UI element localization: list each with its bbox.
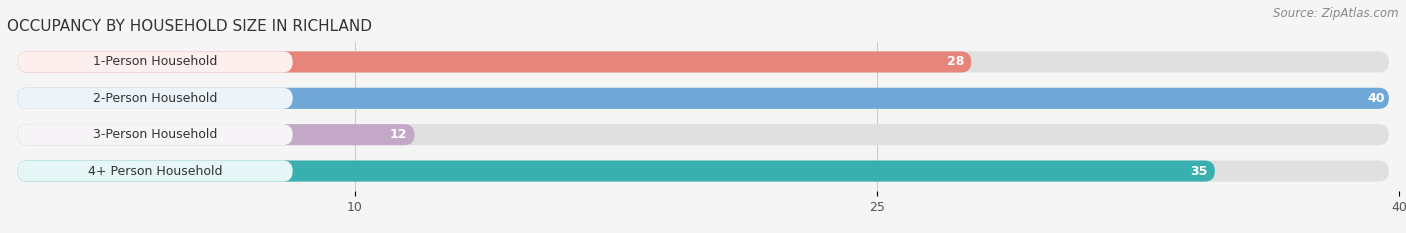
FancyBboxPatch shape <box>17 124 1389 145</box>
Text: 28: 28 <box>946 55 965 69</box>
Text: 12: 12 <box>389 128 408 141</box>
FancyBboxPatch shape <box>17 88 1389 109</box>
Text: 1-Person Household: 1-Person Household <box>93 55 217 69</box>
Text: 2-Person Household: 2-Person Household <box>93 92 217 105</box>
FancyBboxPatch shape <box>17 51 292 72</box>
FancyBboxPatch shape <box>17 51 972 72</box>
FancyBboxPatch shape <box>17 51 1389 72</box>
FancyBboxPatch shape <box>17 124 292 145</box>
Text: OCCUPANCY BY HOUSEHOLD SIZE IN RICHLAND: OCCUPANCY BY HOUSEHOLD SIZE IN RICHLAND <box>7 19 373 34</box>
FancyBboxPatch shape <box>17 124 415 145</box>
Text: 35: 35 <box>1191 164 1208 178</box>
Text: Source: ZipAtlas.com: Source: ZipAtlas.com <box>1274 7 1399 20</box>
Text: 4+ Person Household: 4+ Person Household <box>87 164 222 178</box>
FancyBboxPatch shape <box>17 161 1215 182</box>
FancyBboxPatch shape <box>17 88 1389 109</box>
FancyBboxPatch shape <box>17 161 292 182</box>
FancyBboxPatch shape <box>17 88 292 109</box>
Text: 3-Person Household: 3-Person Household <box>93 128 217 141</box>
Text: 40: 40 <box>1368 92 1385 105</box>
FancyBboxPatch shape <box>17 161 1389 182</box>
